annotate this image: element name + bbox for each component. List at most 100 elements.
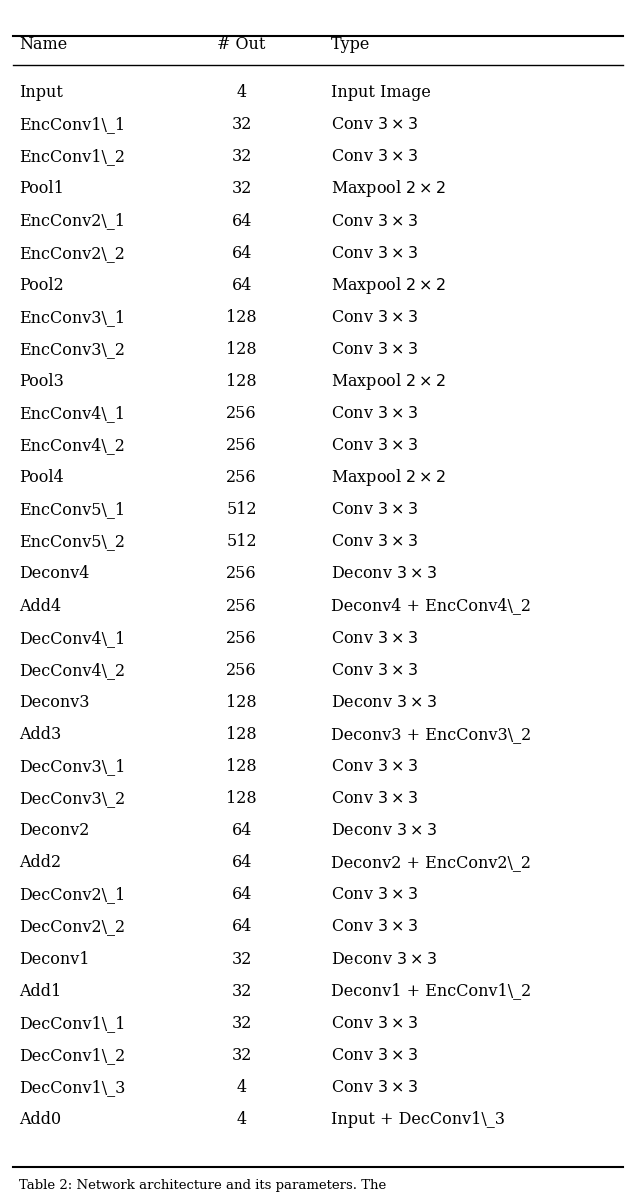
Text: 256: 256 — [226, 469, 257, 486]
Text: Add0: Add0 — [19, 1110, 61, 1128]
Text: EncConv2\_2: EncConv2\_2 — [19, 245, 125, 261]
Text: Pool2: Pool2 — [19, 277, 64, 294]
Text: Deconv3 + EncConv3\_2: Deconv3 + EncConv3\_2 — [331, 726, 531, 743]
Text: Add1: Add1 — [19, 983, 61, 999]
Text: EncConv4\_2: EncConv4\_2 — [19, 437, 125, 454]
Text: 512: 512 — [226, 501, 257, 518]
Text: Conv $3 \times 3$: Conv $3 \times 3$ — [331, 534, 418, 550]
Text: Deconv2: Deconv2 — [19, 823, 90, 839]
Text: Add2: Add2 — [19, 854, 61, 872]
Text: 128: 128 — [226, 726, 257, 743]
Text: Maxpool $2 \times 2$: Maxpool $2 \times 2$ — [331, 275, 446, 296]
Text: Deconv $3 \times 3$: Deconv $3 \times 3$ — [331, 694, 437, 710]
Text: 512: 512 — [226, 534, 257, 550]
Text: Maxpool $2 \times 2$: Maxpool $2 \times 2$ — [331, 371, 446, 392]
Text: Pool3: Pool3 — [19, 373, 64, 390]
Text: Deconv1: Deconv1 — [19, 950, 90, 967]
Text: EncConv5\_1: EncConv5\_1 — [19, 501, 125, 518]
Text: EncConv4\_1: EncConv4\_1 — [19, 405, 125, 421]
Text: EncConv3\_2: EncConv3\_2 — [19, 340, 125, 358]
Text: DecConv2\_2: DecConv2\_2 — [19, 918, 125, 935]
Text: 64: 64 — [232, 854, 252, 872]
Text: 128: 128 — [226, 340, 257, 358]
Text: Deconv $3 \times 3$: Deconv $3 \times 3$ — [331, 566, 437, 583]
Text: Conv $3 \times 3$: Conv $3 \times 3$ — [331, 340, 418, 358]
Text: Deconv3: Deconv3 — [19, 694, 90, 710]
Text: Add3: Add3 — [19, 726, 61, 743]
Text: 64: 64 — [232, 886, 252, 904]
Text: EncConv2\_1: EncConv2\_1 — [19, 213, 125, 229]
Text: # Out: # Out — [218, 36, 266, 53]
Text: DecConv1\_3: DecConv1\_3 — [19, 1079, 125, 1096]
Text: 128: 128 — [226, 758, 257, 775]
Text: 128: 128 — [226, 694, 257, 710]
Text: DecConv3\_1: DecConv3\_1 — [19, 758, 125, 775]
Text: 32: 32 — [232, 950, 252, 967]
Text: Deconv1 + EncConv1\_2: Deconv1 + EncConv1\_2 — [331, 983, 531, 999]
Text: Pool1: Pool1 — [19, 180, 64, 197]
Text: Deconv2 + EncConv2\_2: Deconv2 + EncConv2\_2 — [331, 854, 530, 872]
Text: 4: 4 — [237, 1079, 247, 1096]
Text: DecConv4\_1: DecConv4\_1 — [19, 629, 125, 647]
Text: DecConv1\_2: DecConv1\_2 — [19, 1047, 125, 1064]
Text: 32: 32 — [232, 983, 252, 999]
Text: Conv $3 \times 3$: Conv $3 \times 3$ — [331, 629, 418, 647]
Text: Type: Type — [331, 36, 370, 53]
Text: Conv $3 \times 3$: Conv $3 \times 3$ — [331, 245, 418, 261]
Text: Conv $3 \times 3$: Conv $3 \times 3$ — [331, 501, 418, 518]
Text: 32: 32 — [232, 148, 252, 165]
Text: Deconv4: Deconv4 — [19, 566, 90, 583]
Text: 64: 64 — [232, 823, 252, 839]
Text: 256: 256 — [226, 661, 257, 678]
Text: Table 2: Network architecture and its parameters. The: Table 2: Network architecture and its pa… — [19, 1178, 386, 1192]
Text: Conv $3 \times 3$: Conv $3 \times 3$ — [331, 790, 418, 807]
Text: Conv $3 \times 3$: Conv $3 \times 3$ — [331, 1047, 418, 1064]
Text: EncConv5\_2: EncConv5\_2 — [19, 534, 125, 550]
Text: 256: 256 — [226, 437, 257, 454]
Text: 128: 128 — [226, 373, 257, 390]
Text: Conv $3 \times 3$: Conv $3 \times 3$ — [331, 758, 418, 775]
Text: Deconv4 + EncConv4\_2: Deconv4 + EncConv4\_2 — [331, 597, 530, 615]
Text: Input Image: Input Image — [331, 85, 431, 101]
Text: DecConv3\_2: DecConv3\_2 — [19, 790, 125, 807]
Text: Conv $3 \times 3$: Conv $3 \times 3$ — [331, 213, 418, 229]
Text: 256: 256 — [226, 597, 257, 615]
Text: 4: 4 — [237, 85, 247, 101]
Text: 128: 128 — [226, 309, 257, 326]
Text: Conv $3 \times 3$: Conv $3 \times 3$ — [331, 886, 418, 904]
Text: 4: 4 — [237, 1110, 247, 1128]
Text: DecConv1\_1: DecConv1\_1 — [19, 1015, 125, 1032]
Text: Add4: Add4 — [19, 597, 61, 615]
Text: 128: 128 — [226, 790, 257, 807]
Text: 64: 64 — [232, 277, 252, 294]
Text: Maxpool $2 \times 2$: Maxpool $2 \times 2$ — [331, 178, 446, 199]
Text: 256: 256 — [226, 629, 257, 647]
Text: 64: 64 — [232, 918, 252, 935]
Text: DecConv2\_1: DecConv2\_1 — [19, 886, 125, 904]
Text: DecConv4\_2: DecConv4\_2 — [19, 661, 125, 678]
Text: Conv $3 \times 3$: Conv $3 \times 3$ — [331, 661, 418, 678]
Text: Conv $3 \times 3$: Conv $3 \times 3$ — [331, 309, 418, 326]
Text: Deconv $3 \times 3$: Deconv $3 \times 3$ — [331, 950, 437, 967]
Text: Input: Input — [19, 85, 63, 101]
Text: Conv $3 \times 3$: Conv $3 \times 3$ — [331, 1079, 418, 1096]
Text: 64: 64 — [232, 213, 252, 229]
Text: EncConv1\_1: EncConv1\_1 — [19, 116, 125, 134]
Text: 64: 64 — [232, 245, 252, 261]
Text: Conv $3 \times 3$: Conv $3 \times 3$ — [331, 405, 418, 421]
Text: EncConv1\_2: EncConv1\_2 — [19, 148, 125, 165]
Text: EncConv3\_1: EncConv3\_1 — [19, 309, 125, 326]
Text: Pool4: Pool4 — [19, 469, 64, 486]
Text: Conv $3 \times 3$: Conv $3 \times 3$ — [331, 116, 418, 134]
Text: Conv $3 \times 3$: Conv $3 \times 3$ — [331, 148, 418, 165]
Text: 32: 32 — [232, 180, 252, 197]
Text: Conv $3 \times 3$: Conv $3 \times 3$ — [331, 437, 418, 454]
Text: 32: 32 — [232, 1015, 252, 1032]
Text: 256: 256 — [226, 405, 257, 421]
Text: Name: Name — [19, 36, 67, 53]
Text: 256: 256 — [226, 566, 257, 583]
Text: Conv $3 \times 3$: Conv $3 \times 3$ — [331, 1015, 418, 1032]
Text: Maxpool $2 \times 2$: Maxpool $2 \times 2$ — [331, 467, 446, 488]
Text: 32: 32 — [232, 116, 252, 134]
Text: 32: 32 — [232, 1047, 252, 1064]
